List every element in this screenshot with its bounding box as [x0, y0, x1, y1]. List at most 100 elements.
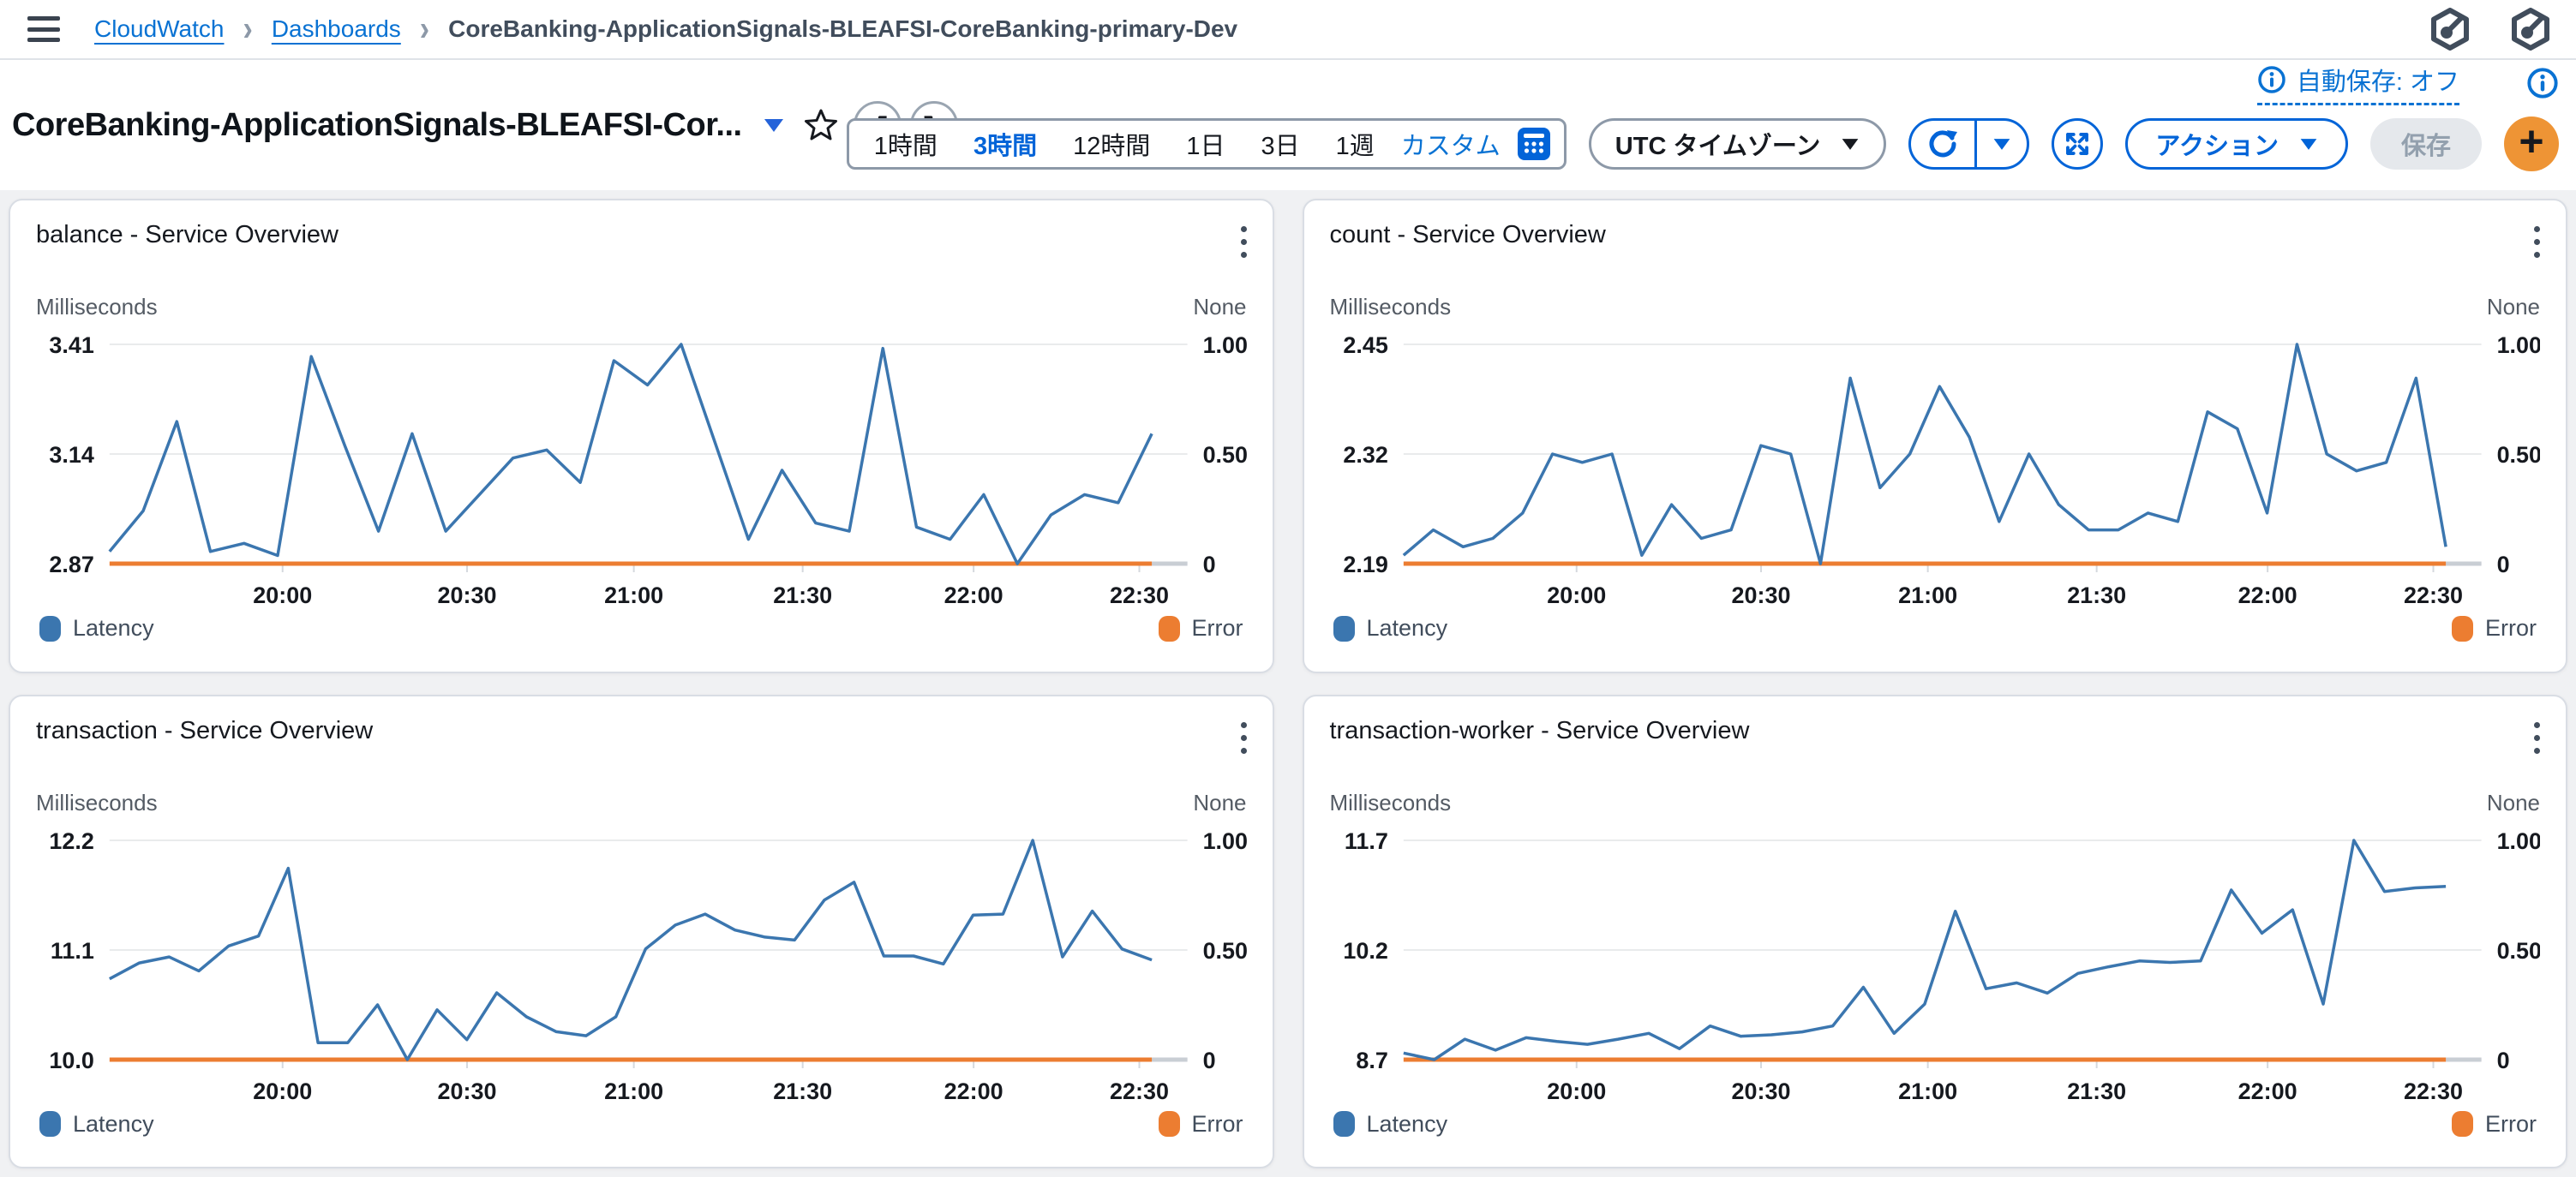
panel-title: transaction-worker - Service Overview — [1329, 716, 1750, 744]
left-axis-tick-label: 10.0 — [49, 1047, 93, 1072]
favorite-star-icon[interactable] — [802, 106, 840, 144]
left-axis-tick-label: 2.19 — [1343, 552, 1387, 577]
right-axis-tick-label: 0.50 — [2496, 937, 2540, 963]
title-dropdown-caret-icon[interactable] — [764, 118, 783, 132]
left-axis-unit-label: Milliseconds — [36, 789, 158, 816]
autosave-toggle-link[interactable]: 自動保存: オフ — [2256, 62, 2459, 105]
left-axis-tick-label: 12.2 — [49, 827, 93, 853]
panel-menu-button[interactable] — [1234, 221, 1254, 263]
chart-canvas[interactable]: 11.7 1.00 10.2 0.50 8.7 0 20:00 20:30 21:00 21:30… — [1330, 818, 2541, 1104]
right-axis-tick-label: 1.00 — [1203, 332, 1247, 358]
latency-line — [1402, 838, 2446, 1061]
legend-item-error[interactable]: Error — [2452, 615, 2537, 642]
fullscreen-icon — [2066, 133, 2089, 155]
panel-menu-button[interactable] — [1234, 717, 1254, 759]
x-tick-label: 20:30 — [438, 583, 497, 608]
panel-menu-button[interactable] — [2527, 717, 2547, 759]
error-legend-marker — [2452, 1111, 2473, 1137]
chart-legend: Latency Error — [1330, 608, 2541, 642]
x-tick-label: 22:30 — [1110, 1078, 1169, 1103]
time-range-group: 1時間 3時間 12時間 1日 3日 1週 カスタム — [846, 118, 1567, 170]
fullscreen-button[interactable] — [2052, 118, 2104, 170]
dashboard-toolbar: 1時間 3時間 12時間 1日 3日 1週 カスタム UTC タイムゾーン — [846, 117, 2559, 171]
panel-title: count - Service Overview — [1329, 221, 1606, 248]
latency-line — [108, 343, 1153, 565]
right-axis-tick-label: 0.50 — [1203, 442, 1247, 468]
chart-legend: Latency Error — [36, 1104, 1247, 1138]
right-axis-tick-label: 1.00 — [1203, 827, 1247, 853]
legend-item-error[interactable]: Error — [2452, 1111, 2537, 1138]
legend-item-error[interactable]: Error — [1158, 615, 1243, 642]
time-range-button-3h[interactable]: 3時間 — [956, 126, 1055, 162]
chart-panel: transaction-worker - Service Overview Mi… — [1302, 694, 2567, 1168]
breadcrumb-link-cloudwatch[interactable]: CloudWatch — [94, 15, 225, 42]
latency-line — [109, 838, 1153, 1061]
autosave-label: 自動保存: オフ — [2296, 68, 2459, 96]
refresh-button[interactable] — [1911, 121, 1974, 167]
legend-item-error[interactable]: Error — [1158, 1111, 1243, 1138]
chart-canvas[interactable]: 3.41 1.00 3.14 0.50 2.87 0 20:00 20:30 21:00 21:3… — [36, 322, 1247, 608]
error-legend-label: Error — [2485, 1110, 2537, 1137]
chart-legend: Latency Error — [1330, 1104, 2541, 1138]
error-legend-label: Error — [2485, 615, 2537, 641]
time-range-button-12h[interactable]: 12時間 — [1055, 126, 1168, 162]
breadcrumb-link-dashboards[interactable]: Dashboards — [271, 15, 401, 42]
kebab-icon — [2534, 226, 2540, 232]
chart-panel: balance - Service Overview Milliseconds … — [9, 199, 1274, 673]
chart-canvas[interactable]: 2.45 1.00 2.32 0.50 2.19 0 20:00 20:30 21:00 21:3… — [1330, 322, 2541, 608]
error-legend-marker — [1158, 615, 1180, 642]
actions-dropdown[interactable]: アクション — [2125, 118, 2348, 170]
right-axis-tick-label: 0.50 — [1203, 937, 1247, 963]
chart-canvas[interactable]: 12.2 1.00 11.1 0.50 10.0 0 20:00 20:30 21:00 21:3… — [36, 818, 1247, 1104]
add-widget-button[interactable]: + — [2504, 117, 2559, 171]
panel-title: transaction - Service Overview — [36, 716, 374, 744]
plus-icon: + — [2519, 117, 2544, 165]
latency-legend-marker — [39, 615, 61, 642]
chart-panel: count - Service Overview Milliseconds No… — [1302, 199, 2567, 673]
timezone-dropdown[interactable]: UTC タイムゾーン — [1588, 118, 1887, 170]
legend-item-latency[interactable]: Latency — [1333, 1111, 1447, 1138]
time-range-button-1w[interactable]: 1週 — [1318, 126, 1393, 162]
right-axis-unit-label: None — [2486, 294, 2540, 320]
kebab-icon — [1240, 721, 1247, 728]
latency-legend-marker — [1333, 615, 1355, 642]
time-range-button-1h[interactable]: 1時間 — [856, 126, 956, 162]
actions-label: アクション — [2155, 133, 2279, 160]
timezone-label: UTC タイムゾーン — [1614, 133, 1821, 160]
time-range-button-3d[interactable]: 3日 — [1243, 126, 1317, 162]
save-button[interactable]: 保存 — [2369, 118, 2482, 170]
latency-legend-label: Latency — [73, 615, 154, 641]
x-tick-label: 22:00 — [2238, 1078, 2297, 1103]
right-axis-tick-label: 0 — [1203, 552, 1216, 577]
legend-item-latency[interactable]: Latency — [39, 1111, 154, 1138]
x-tick-label: 20:00 — [253, 583, 312, 608]
x-tick-label: 21:00 — [604, 583, 663, 608]
left-axis-tick-label: 2.87 — [49, 552, 93, 577]
refresh-options-button[interactable] — [1977, 121, 2027, 167]
hamburger-menu-icon[interactable] — [27, 16, 60, 42]
x-tick-label: 20:00 — [1547, 583, 1606, 608]
x-tick-label: 20:30 — [1731, 1078, 1790, 1103]
info-icon — [2258, 65, 2285, 93]
panel-title: balance - Service Overview — [36, 221, 338, 248]
chevron-down-icon — [2300, 138, 2317, 150]
legend-item-latency[interactable]: Latency — [1333, 615, 1448, 642]
left-axis-unit-label: Milliseconds — [1329, 789, 1452, 816]
latency-legend-label: Latency — [1366, 615, 1448, 641]
dashboard-header: CoreBanking-ApplicationSignals-BLEAFSI-C… — [0, 60, 2576, 190]
x-tick-label: 21:30 — [773, 1078, 832, 1103]
right-axis-tick-label: 1.00 — [2496, 332, 2540, 358]
x-tick-label: 21:00 — [1898, 1078, 1957, 1103]
settings-icon[interactable] — [2511, 8, 2550, 51]
right-axis-tick-label: 0 — [2496, 1047, 2509, 1072]
x-tick-label: 20:30 — [438, 1078, 497, 1103]
cloudshell-icon[interactable] — [2430, 8, 2470, 51]
legend-item-latency[interactable]: Latency — [39, 615, 154, 642]
panel-menu-button[interactable] — [2527, 221, 2547, 263]
calendar-icon[interactable] — [1516, 126, 1552, 162]
custom-range-link[interactable]: カスタム — [1400, 133, 1501, 160]
right-axis-unit-label: None — [2486, 789, 2540, 816]
info-icon[interactable] — [2526, 67, 2559, 99]
breadcrumb-current-page: CoreBanking-ApplicationSignals-BLEAFSI-C… — [448, 15, 1238, 42]
time-range-button-1d[interactable]: 1日 — [1168, 126, 1243, 162]
